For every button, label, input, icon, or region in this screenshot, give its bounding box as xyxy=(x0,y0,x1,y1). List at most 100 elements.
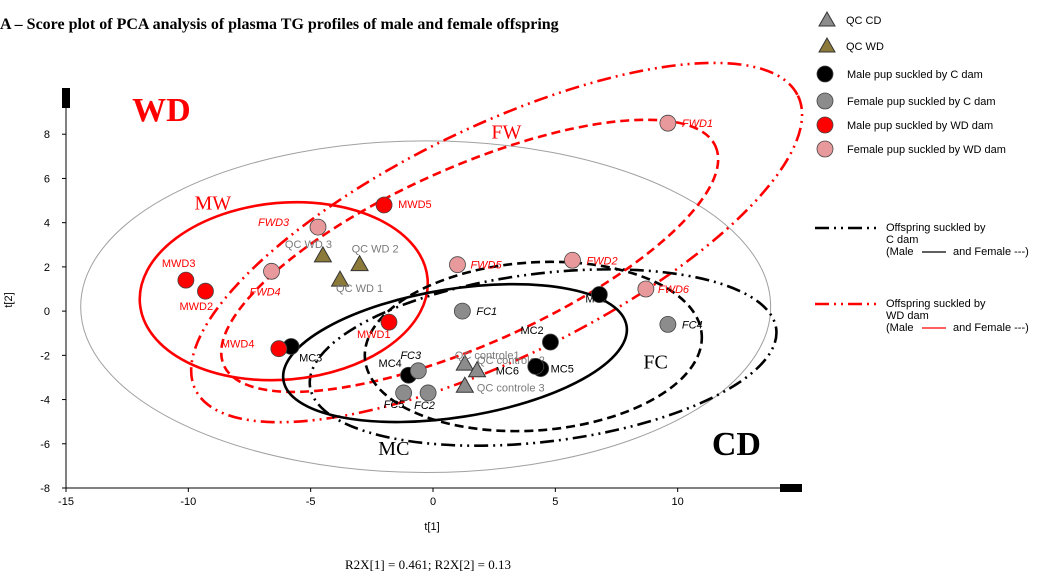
x-axis-scroll-handle xyxy=(780,484,802,492)
point-label-mwd3: MWD3 xyxy=(162,258,196,270)
y-tick-label: -2 xyxy=(40,350,50,362)
legend-marker-male-pup-suckled-by-wd-dam xyxy=(816,116,834,134)
legend-label-qc-wd: QC WD xyxy=(846,41,884,53)
point-fwd3 xyxy=(309,218,327,236)
point-label-fc2: FC2 xyxy=(414,400,435,412)
point-label-qc-controle-3: QC controle 3 xyxy=(477,382,545,394)
point-label-mwd4: MWD4 xyxy=(221,339,255,351)
point-qc-wd-3 xyxy=(313,245,333,263)
legend-label-female-pup-suckled-by-c-dam: Female pup suckled by C dam xyxy=(847,96,996,108)
point-label-qc-wd-2: QC WD 2 xyxy=(352,244,399,256)
ellipse-mc xyxy=(281,282,629,424)
point-mwd2 xyxy=(197,282,214,300)
legend-marker-female-pup-suckled-by-wd-dam xyxy=(816,140,834,158)
line-legend-text-1-3: and Female ---) xyxy=(953,322,1029,334)
x-tick-label: 10 xyxy=(672,496,684,508)
plot-area: -15 -10 -5 0 5 10 -8 -6 -4 -2 0 2 4 6 8 WD CD MW FW MC FC Q… xyxy=(40,61,804,508)
point-mc1 xyxy=(590,286,608,303)
point-label-fwd5: FWD5 xyxy=(470,260,502,272)
point-label-mwd1: MWD1 xyxy=(357,329,391,341)
line-legend-text-1-0: Offspring suckled by xyxy=(886,298,986,310)
point-fwd6 xyxy=(637,280,655,298)
point-label-fwd2: FWD2 xyxy=(586,255,617,267)
point-mwd5 xyxy=(375,196,393,214)
y-tick-label: 2 xyxy=(44,262,50,274)
y-tick-label: -4 xyxy=(40,395,50,407)
y-axis-label: t[2] xyxy=(3,292,15,307)
group-label-layer: WD CD MW FW MC FC xyxy=(132,92,761,463)
legend-label-qc-cd: QC CD xyxy=(846,15,882,27)
axis-layer: -15 -10 -5 0 5 10 -8 -6 -4 -2 0 2 4 6 8 xyxy=(40,88,802,508)
point-label-fwd4: FWD4 xyxy=(250,286,281,298)
chart-title: A – Score plot of PCA analysis of plasma… xyxy=(0,16,559,33)
legend-marker-female-pup-suckled-by-c-dam xyxy=(816,92,834,110)
x-tick-label: -10 xyxy=(180,496,196,508)
x-tick-label: 5 xyxy=(552,496,558,508)
point-label-qc-controle1: QC controle1 xyxy=(455,350,520,362)
point-label-mc3: MC3 xyxy=(299,352,322,364)
point-fwd1 xyxy=(659,114,677,132)
point-label-fc1: FC1 xyxy=(476,306,497,318)
x-tick-label: -5 xyxy=(306,496,316,508)
line-legend-text-0-0: Offspring suckled by xyxy=(886,222,986,234)
y-tick-label: 6 xyxy=(44,173,50,185)
y-tick-label: -6 xyxy=(40,439,50,451)
y-tick-label: 8 xyxy=(44,129,50,141)
ellipse-layer xyxy=(80,61,804,474)
legend-marker-qc-cd xyxy=(818,10,836,27)
y-tick-label: 0 xyxy=(44,306,50,318)
point-label-mc4: MC4 xyxy=(379,358,402,370)
point-label-mc6: MC6 xyxy=(496,365,519,377)
point-label-fc4: FC4 xyxy=(682,319,703,331)
point-mc2 xyxy=(542,333,559,351)
point-label-fwd1: FWD1 xyxy=(682,118,713,130)
group-label-wd: WD xyxy=(132,92,191,129)
point-label-fc3: FC3 xyxy=(400,350,422,362)
point-label-mc1: MC1 xyxy=(585,294,608,306)
ellipse-wd xyxy=(189,61,804,424)
point-fc5 xyxy=(395,384,413,402)
legend-label-male-pup-suckled-by-c-dam: Male pup suckled by C dam xyxy=(847,69,983,81)
point-qc-wd-1 xyxy=(330,270,350,287)
ellipse-hotelling-t2-95 xyxy=(80,140,772,474)
point-mwd4 xyxy=(270,340,288,358)
point-fc2 xyxy=(419,384,437,402)
group-label-cd: CD xyxy=(712,426,761,463)
ellipse-cd xyxy=(308,268,778,448)
line-legend-text-1-1: WD dam xyxy=(886,310,929,322)
point-qc-controle-3 xyxy=(455,376,475,393)
point-label-mwd2: MWD2 xyxy=(179,301,213,313)
legend-label-male-pup-suckled-by-wd-dam: Male pup suckled by WD dam xyxy=(847,120,993,132)
group-label-mw: MW xyxy=(194,192,231,214)
ellipse-fc xyxy=(363,260,704,433)
point-fc3 xyxy=(409,362,427,380)
point-label-fwd3: FWD3 xyxy=(258,217,290,229)
group-label-fw: FW xyxy=(491,122,521,144)
point-qc-wd-2 xyxy=(350,254,369,272)
point-label-fwd6: FWD6 xyxy=(658,284,690,296)
group-label-mc: MC xyxy=(378,438,409,460)
legend-label-female-pup-suckled-by-wd-dam: Female pup suckled by WD dam xyxy=(847,144,1006,156)
point-mwd3 xyxy=(177,271,195,289)
point-mc6 xyxy=(527,357,545,375)
x-tick-label: -15 xyxy=(58,496,74,508)
point-fc4 xyxy=(659,315,677,333)
legend-marker-male-pup-suckled-by-c-dam xyxy=(816,65,834,83)
point-label-mwd5: MWD5 xyxy=(398,199,432,211)
group-label-fc: FC xyxy=(643,352,667,374)
y-axis-scroll-handle xyxy=(62,88,70,108)
legend: QC CD QC WD Male pup suckled by C dam Femal… xyxy=(816,10,1006,158)
point-fwd5 xyxy=(449,256,466,274)
x-tick-label: 0 xyxy=(430,496,436,508)
ellipse-fw xyxy=(219,118,720,394)
point-label-mc5: MC5 xyxy=(551,364,574,376)
point-fwd4 xyxy=(263,262,280,280)
legend-marker-qc-wd xyxy=(818,36,836,53)
variance-caption: R2X[1] = 0.461; R2X[2] = 0.13 xyxy=(345,557,511,572)
point-label-mc2: MC2 xyxy=(520,325,543,337)
point-label-qc-wd-1: QC WD 1 xyxy=(336,283,383,295)
line-legend-text-0-2: (Male xyxy=(886,246,914,258)
y-tick-label: 4 xyxy=(44,218,50,230)
